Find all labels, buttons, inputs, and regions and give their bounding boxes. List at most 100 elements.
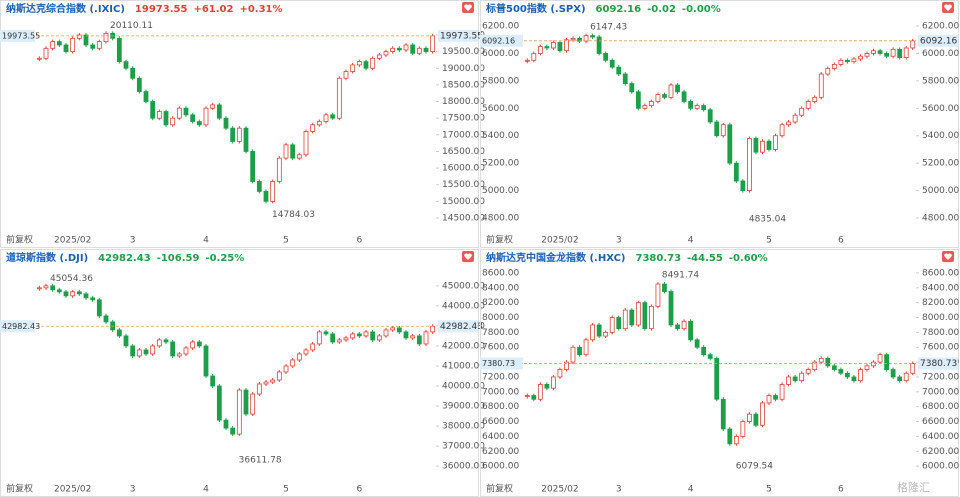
candle xyxy=(316,331,322,345)
chart-panel: 道琼斯指数 (.DJI) 42982.43 -106.59 -0.25% 36000.0… xyxy=(0,249,485,497)
candle xyxy=(570,346,576,363)
candle xyxy=(330,333,336,343)
candle xyxy=(123,61,129,69)
panel-border xyxy=(480,0,959,248)
price-tag: 7380.73 xyxy=(482,359,515,368)
candle xyxy=(871,50,876,54)
candle xyxy=(96,299,102,317)
candle xyxy=(871,361,876,367)
candle xyxy=(376,335,382,341)
candle xyxy=(323,114,329,122)
y-tick-label: 15000.00 xyxy=(442,197,485,207)
candle xyxy=(629,309,635,326)
candle xyxy=(557,369,563,378)
candle xyxy=(196,341,202,347)
candle xyxy=(216,104,222,119)
y-tick-label: 8400.00 xyxy=(482,283,519,293)
candle xyxy=(890,48,896,57)
candle xyxy=(720,398,726,430)
candle xyxy=(283,365,289,373)
candle xyxy=(903,47,909,58)
price: 6092.16 xyxy=(596,4,642,15)
candle xyxy=(897,48,903,58)
price-tag: 19973.55 xyxy=(2,31,40,40)
chart-title: 纳斯达克中国金龙指数 (.HXC) 7380.73 -44.55 -0.60% xyxy=(486,251,768,264)
candle xyxy=(720,124,726,137)
candle xyxy=(740,421,746,437)
price-tag-bg xyxy=(918,34,958,47)
candle xyxy=(176,353,182,357)
x-tick-label: 6 xyxy=(356,485,362,495)
candle xyxy=(290,359,296,367)
candle xyxy=(310,124,316,132)
price-tag: 7380.73 xyxy=(920,359,957,369)
candle xyxy=(263,381,269,385)
heart xyxy=(464,253,472,260)
candle xyxy=(544,383,550,389)
candle xyxy=(668,84,674,98)
y-tick-label: 39000.00 xyxy=(442,402,485,412)
chart-title: 纳斯达克综合指数 (.IXIC) 19973.55 +61.02 +0.31% xyxy=(6,2,283,15)
candle xyxy=(90,44,96,49)
candle xyxy=(410,44,416,54)
candle xyxy=(662,94,667,98)
y-tick-label: 16500.00 xyxy=(442,147,485,157)
x-tick-label: 4 xyxy=(203,236,209,246)
candle xyxy=(688,101,694,109)
y-tick-label: 36000.00 xyxy=(442,462,485,472)
candle xyxy=(103,32,109,43)
low-label: 14784.03 xyxy=(272,210,315,220)
candle xyxy=(96,41,102,49)
candle xyxy=(236,127,242,142)
candle xyxy=(36,287,42,290)
candle xyxy=(577,346,582,356)
candle xyxy=(403,44,409,51)
candle xyxy=(760,402,765,426)
candle xyxy=(701,105,707,111)
candle xyxy=(766,140,772,150)
adjust-label: 前复权 xyxy=(486,483,513,495)
candle xyxy=(256,383,262,395)
x-tick-label: 3 xyxy=(130,485,136,495)
y-tick-label: 6200.00 xyxy=(482,447,519,457)
x-tick-label: 5 xyxy=(766,485,772,495)
change-pct: -0.60% xyxy=(729,253,768,264)
candle xyxy=(590,35,595,38)
candle xyxy=(609,59,615,68)
candle xyxy=(812,96,818,102)
candle xyxy=(818,73,824,98)
candle xyxy=(825,68,831,75)
y-tick-label: 6800.00 xyxy=(482,402,519,412)
x-tick-label: 2025/02 xyxy=(541,236,578,246)
x-tick-label: 2025/02 xyxy=(54,485,91,495)
y-tick-label: 6400.00 xyxy=(482,432,519,442)
candle xyxy=(838,369,844,374)
candle xyxy=(276,371,282,381)
candle xyxy=(103,315,109,323)
candle xyxy=(642,302,648,330)
x-tick-label: 6 xyxy=(838,485,844,495)
change-pct: -0.00% xyxy=(682,4,721,15)
chart-panel: 纳斯达克中国金龙指数 (.HXC) 7380.73 -44.55 -0.60% 6000… xyxy=(480,249,959,497)
price-tag-bg xyxy=(0,320,35,333)
candle xyxy=(877,50,883,54)
candle xyxy=(203,107,209,126)
candle xyxy=(799,107,805,116)
y-tick-label: 6000.00 xyxy=(482,49,519,59)
high-label: 20110.11 xyxy=(110,21,153,31)
candle xyxy=(551,42,556,49)
candle xyxy=(43,47,49,59)
candle xyxy=(583,35,589,42)
candle xyxy=(609,317,615,333)
y-tick-label: 7600.00 xyxy=(922,343,959,353)
candle xyxy=(210,104,216,109)
y-tick-label: 41000.00 xyxy=(442,361,485,371)
candle xyxy=(727,428,733,445)
candle xyxy=(223,419,229,429)
candle xyxy=(851,376,857,382)
candle xyxy=(884,53,890,57)
candle xyxy=(403,331,409,339)
x-tick-label: 6 xyxy=(838,236,844,246)
candle xyxy=(570,37,576,41)
candle xyxy=(603,53,609,61)
